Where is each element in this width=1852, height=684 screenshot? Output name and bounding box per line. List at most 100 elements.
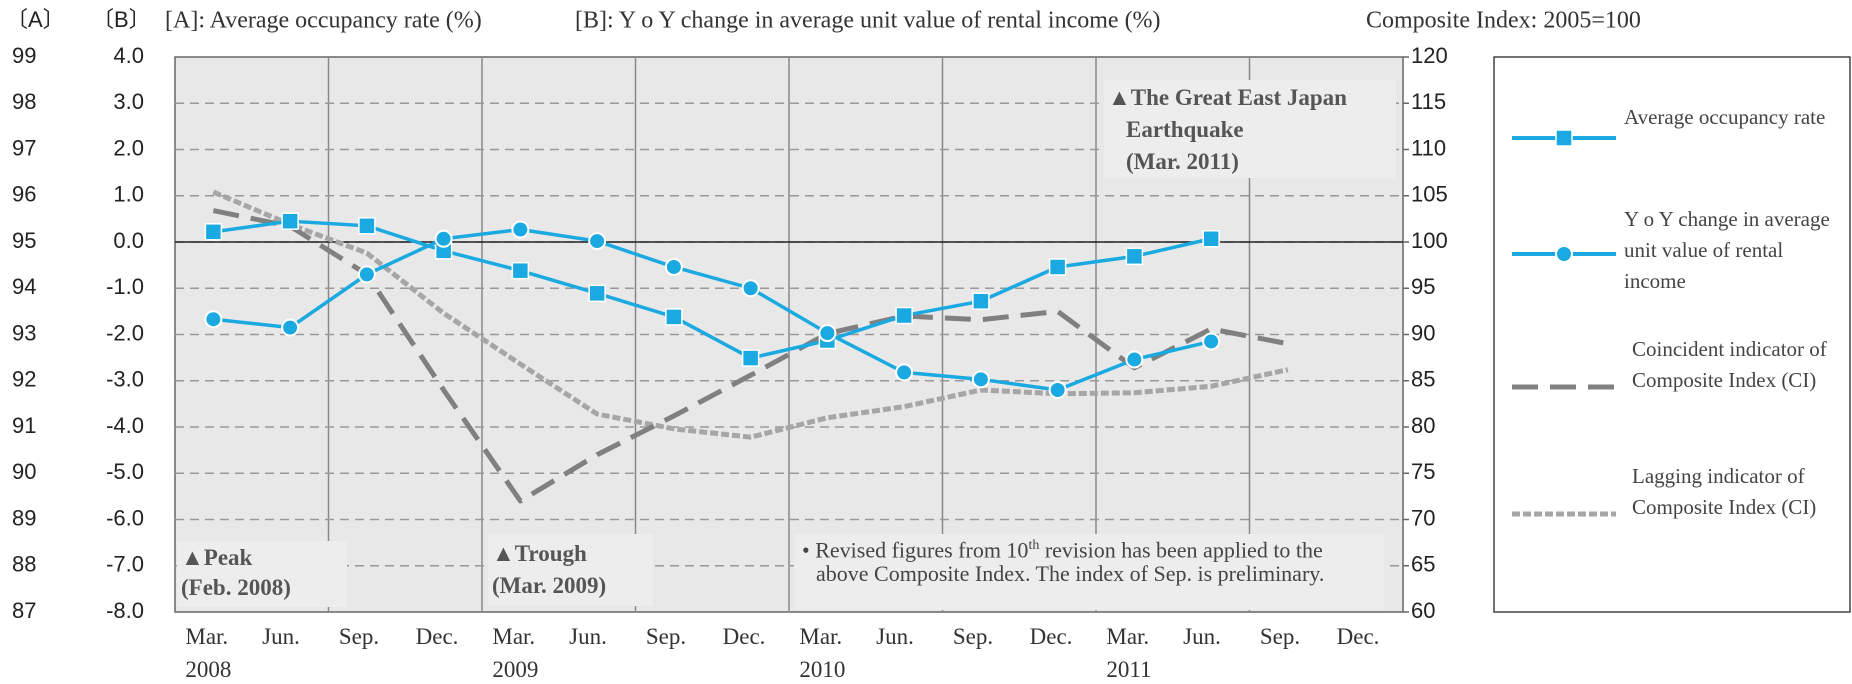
annotation-line: ▲Peak [181, 545, 253, 570]
y2-tick-label: -3.0 [106, 367, 144, 392]
annotation-line: ▲Trough [492, 541, 587, 566]
y-tick-label: 99 [12, 43, 36, 68]
y2-tick-label: 0.0 [113, 228, 144, 253]
marker [664, 257, 683, 276]
legend-marker [1555, 245, 1573, 263]
marker [588, 232, 607, 251]
legend-label: Coincident indicator of Composite Index … [1632, 337, 1827, 392]
marker [895, 363, 914, 382]
y-tick-label: 88 [12, 552, 36, 577]
annotation-line: (Mar. 2011) [1126, 149, 1239, 174]
series-line [213, 219, 1212, 360]
y-tick-label: 90 [12, 459, 36, 484]
marker [818, 324, 837, 343]
annotation-line: ▲The Great East Japan [1108, 85, 1347, 110]
x-tick-label: Mar. 2008 [185, 624, 232, 682]
y3-tick-label: 90 [1411, 320, 1435, 345]
marker [511, 220, 530, 239]
y-tick-label: 91 [12, 413, 36, 438]
marker [204, 310, 223, 329]
y-tick-label: 96 [12, 182, 36, 207]
marker [1048, 258, 1067, 276]
x-tick-label: Mar. 2009 [492, 624, 539, 682]
x-tick-label: Dec. [1336, 624, 1380, 649]
marker [1048, 381, 1067, 399]
y3-tick-label: 95 [1411, 274, 1435, 299]
marker [511, 261, 530, 280]
legend-label: Y o Y change in average unit value of re… [1624, 207, 1830, 293]
y-tick-label: 95 [12, 228, 36, 253]
y-tick-label: 92 [12, 367, 36, 392]
x-tick-label: Dec. [415, 624, 459, 649]
y2-tick-label: 1.0 [113, 182, 144, 207]
x-tick-label: Jun. [569, 624, 607, 649]
annotation: ▲Peak (Feb. 2008) [177, 541, 347, 607]
note: • Revised figures from 10th revision has… [794, 534, 1384, 610]
y-tick-label: 87 [12, 598, 36, 623]
header: [B]: Y o Y change in average unit value … [575, 8, 1161, 34]
y3-tick-label: 70 [1411, 505, 1435, 530]
note-text: revision has been applied to the above C… [816, 537, 1325, 587]
x-tick-label: Jun. [876, 624, 914, 649]
x-tick-label: Sep. [645, 624, 687, 649]
marker [204, 223, 223, 241]
series [212, 189, 1289, 440]
annotation: ▲Trough (Mar. 2009) [488, 534, 653, 606]
legend-label: Average occupancy rate [1624, 105, 1826, 129]
y2-tick-label: -6.0 [106, 505, 144, 530]
x-tick-label: Dec. [722, 624, 766, 649]
marker [1202, 230, 1220, 248]
marker [665, 308, 683, 326]
y-tick-label: 98 [12, 89, 36, 114]
x-tick-label: Mar. 2011 [1106, 624, 1152, 682]
x-tick-label: Dec. [1029, 624, 1073, 649]
marker [1125, 350, 1144, 369]
y2-tick-label: -2.0 [106, 320, 144, 345]
y3-tick-label: 115 [1411, 89, 1446, 114]
y-tick-label: 94 [12, 274, 36, 299]
y2-tick-label: -5.0 [106, 459, 144, 484]
y3-tick-label: 120 [1411, 43, 1448, 68]
y3-tick-label: 75 [1411, 459, 1435, 484]
y-tick-label: 89 [12, 505, 36, 530]
legend-item [1512, 129, 1616, 147]
y2-tick-label: -4.0 [106, 413, 144, 438]
header: Composite Index: 2005=100 [1366, 8, 1641, 34]
series [212, 208, 1289, 504]
y2-tick-label: -7.0 [106, 552, 144, 577]
marker [971, 370, 990, 389]
y3-tick-label: 60 [1411, 598, 1435, 623]
marker [741, 279, 760, 298]
y3-tick-label: 80 [1411, 413, 1435, 438]
series-line [212, 208, 1289, 504]
marker [434, 229, 453, 248]
marker [1125, 247, 1144, 266]
marker [357, 265, 376, 284]
marker [972, 292, 990, 310]
y3-tick-label: 100 [1411, 228, 1448, 253]
legend-label: Lagging indicator of Composite Index (CI… [1632, 464, 1817, 519]
series-line [213, 227, 1212, 392]
axis-header: 〔B〕 [92, 7, 151, 32]
y3-tick-label: 105 [1411, 182, 1448, 207]
x-tick-label: Sep. [952, 624, 994, 649]
annotation: ▲The Great East Japan Earthquake (Mar. 2… [1104, 80, 1396, 178]
y3-tick-label: 65 [1411, 552, 1435, 577]
annotation-line: (Mar. 2009) [492, 573, 607, 598]
x-tick-label: Mar. 2010 [799, 624, 846, 682]
marker [281, 318, 300, 337]
y3-tick-label: 110 [1411, 135, 1446, 160]
annotation-line: Earthquake [1126, 117, 1244, 142]
legend-item [1512, 245, 1616, 263]
y3-tick-label: 85 [1411, 367, 1435, 392]
annotation-line: (Feb. 2008) [181, 575, 291, 600]
marker [895, 306, 913, 325]
axis-header: 〔A〕 [6, 7, 65, 32]
x-tick-label: Sep. [1259, 624, 1301, 649]
y-tick-label: 93 [12, 320, 36, 345]
legend-box [1493, 56, 1851, 613]
marker [741, 349, 760, 367]
series [204, 220, 1221, 399]
series-line [212, 189, 1289, 440]
